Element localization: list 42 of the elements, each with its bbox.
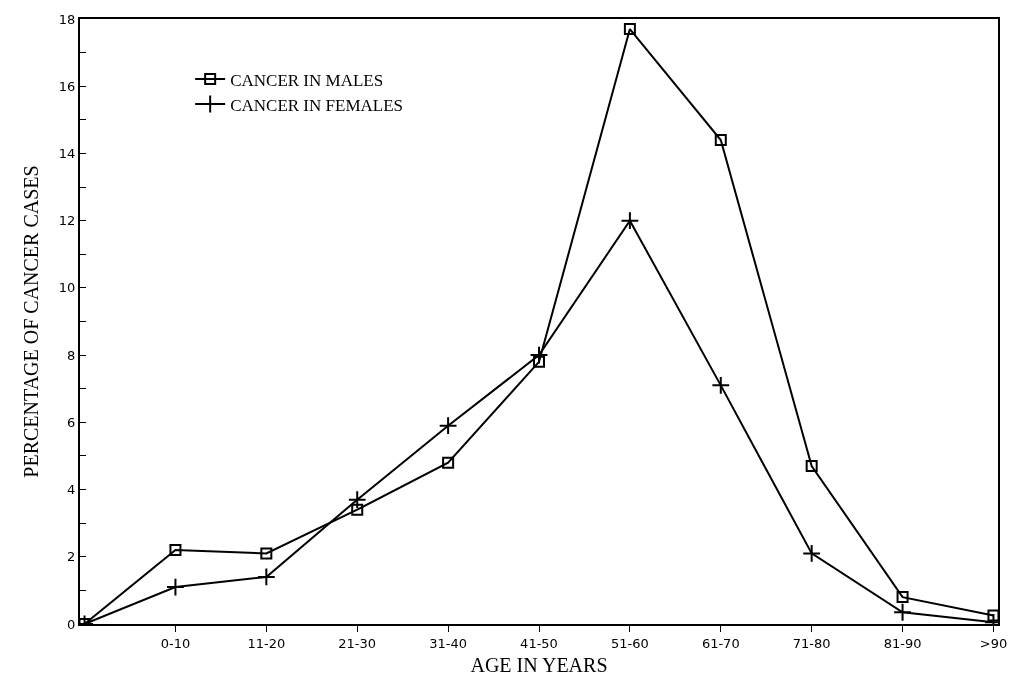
- y-tick-label: 4: [67, 482, 76, 498]
- x-tick-label: 41-50: [520, 635, 558, 651]
- y-tick-label: 16: [58, 78, 76, 94]
- point: [714, 134, 727, 146]
- x-axis-title: AGE IN YEARS: [470, 653, 608, 676]
- point: [347, 490, 367, 510]
- x-tick-label: 81-90: [883, 635, 922, 651]
- point: [620, 211, 640, 231]
- point: [533, 355, 545, 368]
- point: [260, 547, 273, 560]
- point: [711, 375, 731, 395]
- point: [438, 416, 458, 436]
- y-tick-label: 14: [58, 145, 76, 161]
- point: [166, 577, 185, 597]
- y-axis-title: PERCENTAGE OF CANCER CASES: [19, 165, 42, 478]
- point: [351, 503, 364, 516]
- x-tick-label: >90: [979, 635, 1008, 651]
- y-tick-label: 12: [58, 213, 76, 229]
- x-tick-label: 21-30: [338, 635, 377, 651]
- x-tick-label: 0-10: [160, 635, 191, 651]
- y-tick-label: 6: [67, 414, 76, 430]
- point: [896, 591, 909, 604]
- point: [893, 602, 912, 622]
- legend-label: CANCER IN FEMALES: [230, 95, 404, 115]
- y-tick-label: 2: [67, 549, 76, 565]
- y-tick-label: 10: [58, 280, 76, 296]
- point: [256, 567, 276, 587]
- point: [623, 23, 636, 36]
- point: [529, 345, 549, 365]
- point: [802, 544, 822, 563]
- x-tick-label: 61-70: [701, 635, 740, 651]
- x-tick-label: 51-60: [611, 635, 649, 651]
- y-tick-label: 0: [67, 616, 76, 632]
- x-tick-label: 11-20: [247, 635, 286, 651]
- x-tick-label: 71-80: [792, 635, 831, 651]
- point: [442, 456, 455, 469]
- x-tick-label: 31-40: [429, 635, 467, 651]
- point: [805, 460, 818, 473]
- y-tick-label: 18: [58, 11, 76, 27]
- point: [169, 544, 182, 557]
- y-tick-label: 8: [67, 347, 76, 363]
- legend-label: CANCER IN MALES: [230, 70, 384, 90]
